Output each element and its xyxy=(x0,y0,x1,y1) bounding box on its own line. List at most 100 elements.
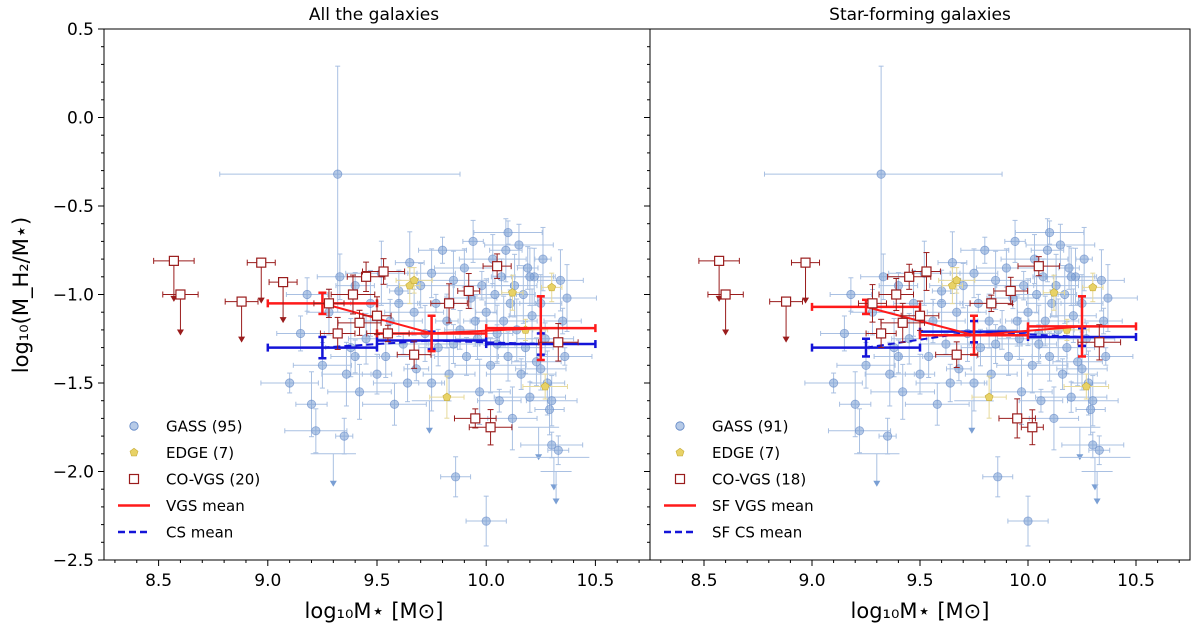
data-layer xyxy=(698,65,1138,547)
gass-point xyxy=(1019,281,1029,291)
gass-point xyxy=(536,364,546,374)
gass-point xyxy=(470,316,480,326)
gass-point xyxy=(514,240,524,250)
gass-point xyxy=(898,387,908,397)
gass-point xyxy=(1066,392,1076,402)
gass-point xyxy=(1094,445,1104,455)
covgs-point xyxy=(463,285,474,297)
covgs-point xyxy=(492,261,503,272)
gass-point xyxy=(1066,272,1076,282)
covgs-point xyxy=(921,266,932,277)
gass-point xyxy=(475,387,485,397)
gass-point xyxy=(1023,516,1033,526)
gass-upper-arrow xyxy=(329,480,337,487)
x-tick-label: 10.0 xyxy=(467,571,505,591)
gass-point xyxy=(468,236,478,246)
y-axis-label: log₁₀(M_H₂/M⋆) xyxy=(9,217,34,373)
gass-point xyxy=(924,351,934,362)
gass-point xyxy=(481,516,491,526)
edge-point xyxy=(540,381,550,391)
covgs-point xyxy=(323,298,335,309)
gass-point xyxy=(389,399,400,409)
gass-point xyxy=(547,440,557,450)
gass-point xyxy=(503,351,513,362)
y-tick-label: −2.0 xyxy=(53,463,94,483)
x-tick-label: 8.5 xyxy=(690,571,717,591)
gass-point xyxy=(861,360,871,370)
edge-point xyxy=(984,392,994,401)
gass-point xyxy=(461,351,472,362)
gass-point xyxy=(523,263,533,273)
gass-upper-arrow xyxy=(552,498,560,505)
gass-point xyxy=(952,307,962,317)
gass-point xyxy=(555,275,566,285)
gass-point xyxy=(525,392,535,402)
legend-label: CS mean xyxy=(166,524,233,542)
gass-point xyxy=(1023,307,1033,317)
gass-point xyxy=(499,316,509,326)
gass-point xyxy=(1012,316,1022,326)
gass-point xyxy=(350,281,360,291)
covgs-point xyxy=(897,317,908,328)
gass-upper-arrow xyxy=(1093,498,1101,505)
gass-point xyxy=(1040,316,1050,326)
gass-point xyxy=(501,245,511,255)
covgs-point xyxy=(553,337,564,348)
gass-point xyxy=(409,307,419,317)
gass-point xyxy=(941,339,951,349)
gass-upper-arrow xyxy=(968,427,976,434)
gass-point xyxy=(540,334,550,344)
data-layer xyxy=(153,65,597,547)
gass-point xyxy=(1101,351,1111,362)
covgs-point xyxy=(354,317,365,328)
gass-point xyxy=(302,289,312,300)
gass-point xyxy=(481,307,491,317)
gass-point xyxy=(1045,227,1055,238)
edge-point xyxy=(1081,381,1091,391)
gass-point xyxy=(936,298,947,308)
y-tick-label: 0.0 xyxy=(67,109,94,129)
gass-point xyxy=(547,396,557,406)
gass-point xyxy=(1001,263,1012,273)
gass-point xyxy=(333,169,343,179)
gass-point xyxy=(1042,245,1053,255)
gass-point xyxy=(932,399,942,409)
covgs-point xyxy=(714,255,725,266)
gass-point xyxy=(893,281,904,291)
gass-point xyxy=(448,275,459,285)
gass-point xyxy=(975,342,986,353)
gass-point xyxy=(954,364,964,374)
gass-point xyxy=(311,426,321,436)
covgs-point xyxy=(409,349,420,360)
covgs-point xyxy=(1033,261,1044,272)
gass-point xyxy=(828,378,839,388)
gass-point xyxy=(945,378,955,388)
covgs-point xyxy=(378,266,389,277)
edge-point xyxy=(952,275,962,285)
covgs-upper-arrow xyxy=(176,329,184,336)
legend-label: SF VGS mean xyxy=(712,497,814,515)
x-tick-label: 9.0 xyxy=(254,571,281,591)
gass-point xyxy=(503,227,513,238)
gass-point xyxy=(1073,357,1083,367)
gass-point xyxy=(490,289,500,300)
covgs-point xyxy=(371,310,383,321)
gass-point xyxy=(527,311,537,321)
gass-point xyxy=(459,263,469,273)
covgs-point xyxy=(986,298,997,309)
gass-point xyxy=(433,342,443,353)
gass-point xyxy=(1088,396,1098,406)
x-tick-label: 9.5 xyxy=(363,571,390,591)
covgs-point xyxy=(904,271,915,282)
edge-point xyxy=(442,392,452,401)
gass-point xyxy=(1099,316,1109,326)
gass-point xyxy=(1016,387,1027,397)
gass-point xyxy=(411,364,421,374)
gass-point xyxy=(394,286,404,296)
gass-point xyxy=(538,254,548,264)
edge-point xyxy=(409,275,419,285)
gass-point xyxy=(1045,351,1055,362)
legend-gass-marker xyxy=(129,421,139,431)
gass-point xyxy=(1062,342,1072,353)
